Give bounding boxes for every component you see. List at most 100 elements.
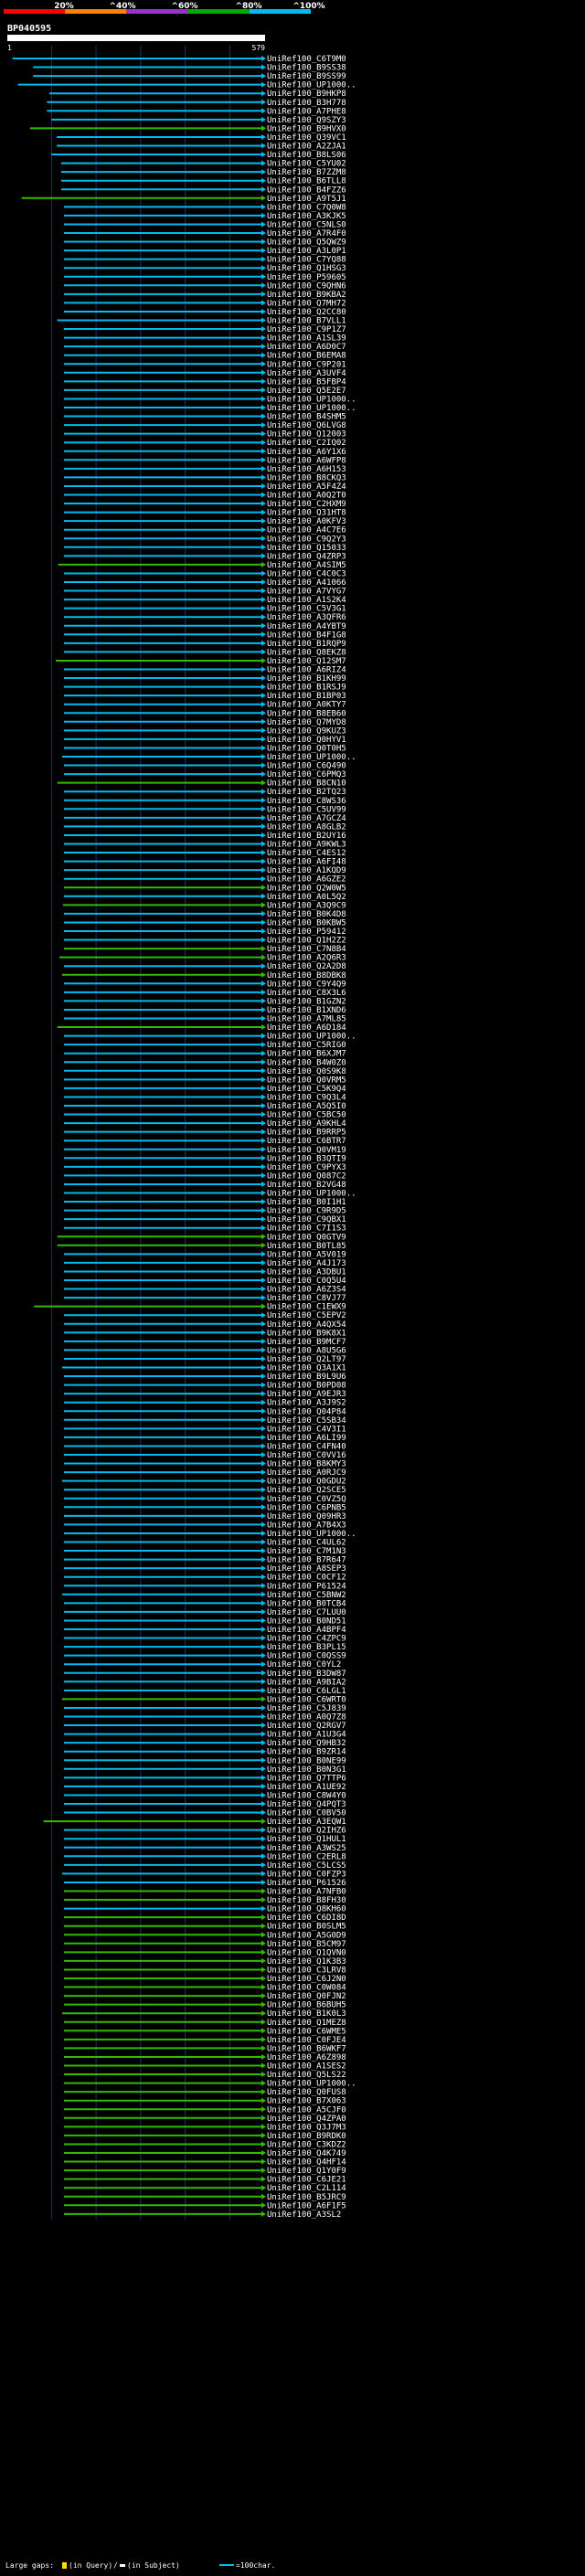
hit-row[interactable]: UniRef100_A0KFV3 [63,517,346,526]
hit-label[interactable]: UniRef100_C6J2N0 [267,1975,346,1984]
hit-row[interactable]: UniRef100_C4C0C3 [63,569,346,578]
hit-label[interactable]: UniRef100_Q2A2D8 [267,962,346,971]
hit-row[interactable]: UniRef100_C8X3L6 [63,989,346,998]
hit-label[interactable]: UniRef100_B0SLM5 [267,1923,346,1932]
hit-row[interactable]: UniRef100_C5RIG0 [63,1041,346,1050]
hit-row[interactable]: UniRef100_B0SLM5 [63,1923,346,1932]
hit-label[interactable]: UniRef100_Q7TTP6 [267,1774,346,1783]
hit-row[interactable]: UniRef100_B4W0Z0 [63,1058,346,1067]
hit-label[interactable]: UniRef100_B6XJM7 [267,1050,346,1059]
hit-row[interactable]: UniRef100_C6PNB5 [63,1503,346,1512]
hit-label[interactable]: UniRef100_A1U3G4 [267,1731,346,1740]
hit-row[interactable]: UniRef100_C9PYX3 [63,1163,346,1172]
hit-label[interactable]: UniRef100_A0Q7Z8 [267,1713,346,1723]
hit-label[interactable]: UniRef100_B9K8X1 [267,1329,346,1338]
hit-label[interactable]: UniRef100_B0TCB4 [267,1599,346,1608]
hit-row[interactable]: UniRef100_B9RRP5 [63,1129,346,1138]
hit-label[interactable]: UniRef100_Q1QVN0 [267,1948,346,1957]
hit-row[interactable]: UniRef100_Q0FJN2 [63,1992,346,2001]
hit-row[interactable]: UniRef100_C3KDZ2 [63,2140,346,2149]
hit-row[interactable]: UniRef100_C5NLS0 [63,220,346,229]
hit-row[interactable]: UniRef100_C8WS36 [63,797,346,806]
hit-row[interactable]: UniRef100_C6WRT0 [62,1695,346,1704]
hit-label[interactable]: UniRef100_Q12003 [267,430,346,440]
hit-row[interactable]: UniRef100_C9Y4Q9 [63,980,346,989]
hit-label[interactable]: UniRef100_B7X063 [267,2097,346,2106]
hit-row[interactable]: UniRef100_C6JE21 [63,2176,346,2185]
hit-row[interactable]: UniRef100_UP1000.. [63,1530,356,1539]
hit-row[interactable]: UniRef100_A7NFB0 [63,1888,346,1897]
hit-label[interactable]: UniRef100_B9ZR14 [267,1748,346,1757]
hit-label[interactable]: UniRef100_A3EQW1 [267,1818,346,1827]
hit-row[interactable]: UniRef100_B0K4D8 [63,910,346,919]
hit-label[interactable]: UniRef100_A2ZJA1 [267,143,346,152]
hit-label[interactable]: UniRef100_B9SS99 [267,72,346,81]
hit-row[interactable]: UniRef100_C4UL62 [63,1539,346,1548]
hit-label[interactable]: UniRef100_Q2IHZ6 [267,1827,346,1836]
hit-label[interactable]: UniRef100_C4UL62 [267,1539,346,1548]
hit-label[interactable]: UniRef100_A9KWL3 [267,841,346,850]
hit-label[interactable]: UniRef100_C5LCS5 [267,1861,346,1871]
hit-label[interactable]: UniRef100_C7Q0W8 [267,203,346,212]
hit-row[interactable]: UniRef100_C0BV50 [63,1809,346,1818]
hit-label[interactable]: UniRef100_A3QFR6 [267,613,346,622]
hit-row[interactable]: UniRef100_B1K0L3 [62,2009,346,2019]
hit-row[interactable]: UniRef100_B6EMA8 [63,352,346,361]
hit-row[interactable]: UniRef100_Q6LVG8 [63,421,346,430]
hit-row[interactable]: UniRef100_B1RSJ9 [63,684,346,693]
hit-label[interactable]: UniRef100_B1RSJ9 [267,684,346,693]
hit-row[interactable]: UniRef100_C9Q3L4 [63,1093,346,1102]
hit-row[interactable]: UniRef100_A41066 [63,578,346,588]
hit-label[interactable]: UniRef100_C9Q3L4 [267,1093,346,1102]
hit-row[interactable]: UniRef100_A9BIA2 [63,1678,346,1687]
hit-row[interactable]: UniRef100_C6BTR7 [63,1137,346,1146]
hit-label[interactable]: UniRef100_B0ND51 [267,1617,346,1626]
hit-row[interactable]: UniRef100_C2HXM9 [63,500,346,509]
hit-label[interactable]: UniRef100_A6WFP8 [267,456,346,465]
hit-row[interactable]: UniRef100_B1KH99 [63,674,346,684]
hit-row[interactable]: UniRef100_C9P1Z7 [63,325,346,334]
hit-label[interactable]: UniRef100_A1UE92 [267,1783,346,1792]
hit-row[interactable]: UniRef100_B0TL85 [57,1242,346,1251]
hit-row[interactable]: UniRef100_A1SES2 [63,2062,346,2072]
hit-label[interactable]: UniRef100_B4W0Z0 [267,1058,346,1067]
hit-label[interactable]: UniRef100_UP1000.. [267,81,356,90]
hit-row[interactable]: UniRef100_Q1QVN0 [63,1948,346,1957]
hit-label[interactable]: UniRef100_A6F1F5 [267,2201,346,2210]
hit-label[interactable]: UniRef100_A0KFV3 [267,517,346,526]
hit-label[interactable]: UniRef100_B6BUH5 [267,2001,346,2010]
hit-row[interactable]: UniRef100_B8KMY3 [63,1460,346,1469]
hit-label[interactable]: UniRef100_C6T9M0 [267,55,346,64]
hit-row[interactable]: UniRef100_B1XND6 [63,1006,346,1015]
hit-label[interactable]: UniRef100_B5CM97 [267,1940,346,1949]
hit-row[interactable]: UniRef100_A4YBT9 [63,622,346,631]
hit-row[interactable]: UniRef100_Q3A1X1 [62,1364,346,1373]
hit-label[interactable]: UniRef100_B9SS38 [267,64,346,73]
hit-row[interactable]: UniRef100_A3WS25 [63,1844,346,1853]
hit-label[interactable]: UniRef100_C6PNB5 [267,1503,346,1512]
hit-row[interactable]: UniRef100_B0ND51 [63,1617,346,1626]
hit-label[interactable]: UniRef100_Q1MEZ8 [267,2019,346,2028]
hit-label[interactable]: UniRef100_A7VYG7 [267,588,346,597]
hit-row[interactable]: UniRef100_B7R647 [63,1556,346,1565]
hit-label[interactable]: UniRef100_A0Q2T0 [267,492,346,501]
hit-label[interactable]: UniRef100_Q4HF14 [267,2158,346,2168]
hit-label[interactable]: UniRef100_B5JRC9 [267,2193,346,2202]
hit-label[interactable]: UniRef100_C5NLS0 [267,220,346,229]
hit-row[interactable]: UniRef100_Q7TTP6 [63,1774,346,1783]
hit-row[interactable]: UniRef100_Q2IHZ6 [63,1827,346,1836]
hit-row[interactable]: UniRef100_C7M1N3 [63,1547,346,1556]
hit-label[interactable]: UniRef100_C9QBX1 [267,1215,346,1224]
hit-label[interactable]: UniRef100_B5FBP4 [267,377,346,387]
hit-label[interactable]: UniRef100_A3KJK5 [267,212,346,221]
hit-label[interactable]: UniRef100_Q6LVG8 [267,421,346,430]
hit-label[interactable]: UniRef100_C2ERL8 [267,1852,346,1861]
hit-row[interactable]: UniRef100_B0NE99 [63,1756,346,1765]
hit-row[interactable]: UniRef100_C5YU02 [61,160,346,169]
hit-row[interactable]: UniRef100_C6T9M0 [12,55,346,64]
hit-row[interactable]: UniRef100_Q2LT97 [63,1355,346,1364]
hit-label[interactable]: UniRef100_C8W4Y0 [267,1791,346,1800]
hit-row[interactable]: UniRef100_C2ERL8 [63,1852,346,1861]
hit-label[interactable]: UniRef100_Q1H2Z2 [267,937,346,946]
hit-row[interactable]: UniRef100_B3H778 [47,99,346,108]
